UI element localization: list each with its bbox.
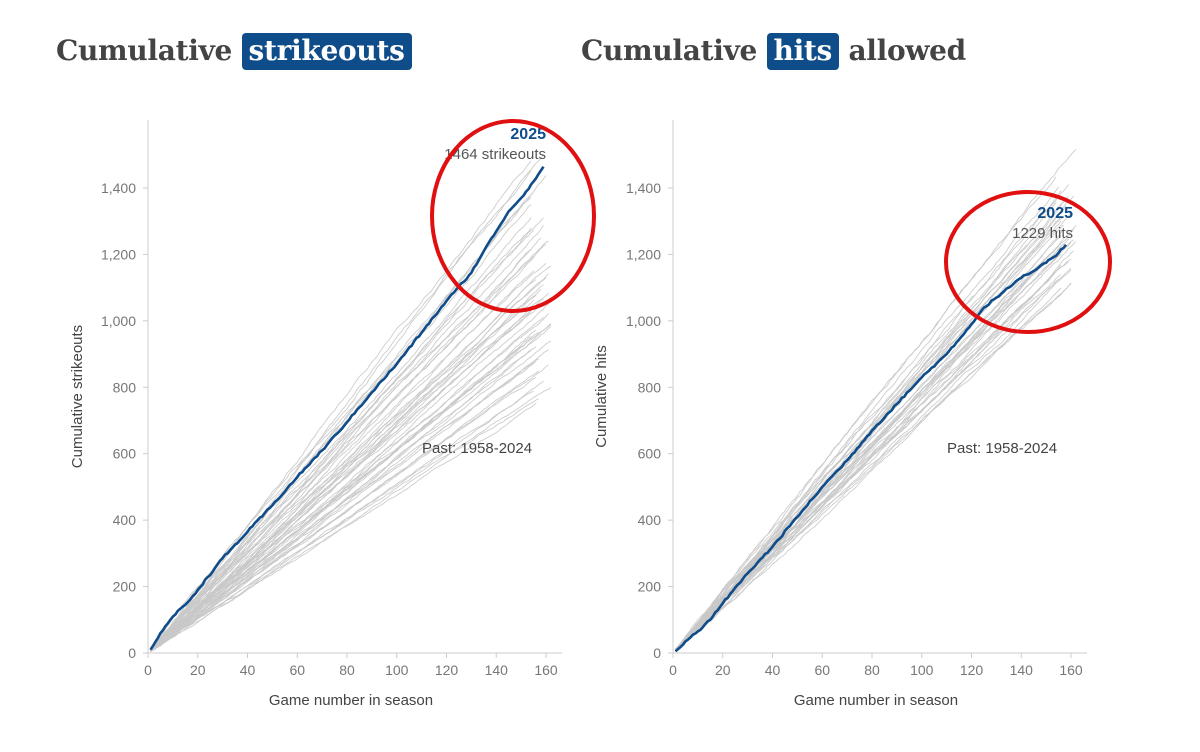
past-season-line bbox=[150, 299, 534, 651]
strikeouts-chart: 0 200 400 600 800 1,000 1,200 1,400 0 20 40 60 80 100… bbox=[69, 119, 596, 709]
x-tick-label: 0 bbox=[669, 662, 677, 678]
y-tick-label: 0 bbox=[653, 645, 661, 661]
past-season-line bbox=[150, 332, 539, 652]
x-tick-label: 20 bbox=[190, 662, 206, 678]
past-season-line bbox=[150, 196, 532, 651]
current-season-line-2025 bbox=[149, 165, 545, 651]
annotation-value: 1229 hits bbox=[1012, 225, 1073, 242]
y-tick-label: 1,000 bbox=[626, 313, 661, 329]
past-season-line bbox=[675, 201, 1064, 650]
past-season-line bbox=[150, 249, 532, 651]
x-tick-label: 60 bbox=[814, 662, 830, 678]
y-tick-label: 800 bbox=[638, 379, 662, 395]
past-season-line bbox=[150, 350, 532, 652]
left-chart-title: Cumulative strikeouts bbox=[56, 33, 412, 70]
past-season-line bbox=[150, 326, 552, 651]
y-tick-label: 200 bbox=[113, 579, 137, 595]
x-axis-label: Game number in season bbox=[269, 692, 433, 709]
past-season-line bbox=[150, 255, 534, 650]
x-tick-label: 140 bbox=[485, 662, 509, 678]
current-season-line-2025 bbox=[674, 243, 1068, 653]
past-seasons-label: Past: 1958-2024 bbox=[422, 440, 532, 457]
past-season-line bbox=[675, 283, 1072, 651]
y-tick-label: 1,200 bbox=[626, 246, 661, 262]
past-season-line bbox=[150, 204, 532, 651]
past-season-line bbox=[150, 310, 532, 652]
x-tick-label: 100 bbox=[910, 662, 934, 678]
past-season-line bbox=[150, 243, 547, 651]
past-season-line bbox=[150, 361, 537, 653]
past-season-line bbox=[150, 229, 534, 650]
past-season-line bbox=[675, 278, 1059, 652]
y-tick-label: 400 bbox=[113, 512, 137, 528]
x-tick-label: 40 bbox=[765, 662, 781, 678]
highlight-circle bbox=[430, 119, 596, 313]
y-tick-label: 800 bbox=[113, 379, 137, 395]
past-seasons-lines bbox=[675, 149, 1077, 652]
right-title-highlight: hits bbox=[766, 33, 840, 70]
past-season-line bbox=[150, 225, 544, 651]
y-tick-label: 1,200 bbox=[101, 246, 136, 262]
y-tick-label: 0 bbox=[128, 645, 136, 661]
past-seasons-label: Past: 1958-2024 bbox=[947, 440, 1057, 457]
y-tick-label: 400 bbox=[638, 512, 662, 528]
hits-chart: 0 200 400 600 800 1,000 1,200 1,400 0 20 40 60 80 100… bbox=[593, 120, 1112, 709]
annotation-value: 1464 strikeouts bbox=[444, 146, 546, 163]
past-season-line bbox=[150, 279, 537, 651]
x-tick-label: 20 bbox=[715, 662, 731, 678]
right-chart-title: Cumulative hits allowed bbox=[581, 33, 966, 70]
past-season-line bbox=[675, 245, 1059, 651]
left-title-highlight: strikeouts bbox=[241, 33, 412, 70]
y-tick-label: 200 bbox=[638, 579, 662, 595]
right-title-prefix: Cumulative bbox=[581, 34, 758, 67]
x-tick-label: 60 bbox=[289, 662, 305, 678]
x-tick-label: 0 bbox=[144, 662, 152, 678]
past-season-line bbox=[150, 317, 544, 652]
y-axis-label: Cumulative hits bbox=[593, 345, 610, 448]
past-season-line bbox=[675, 184, 1069, 651]
past-season-line bbox=[150, 370, 539, 652]
x-tick-label: 140 bbox=[1010, 662, 1034, 678]
annotation-year: 2025 bbox=[510, 126, 546, 143]
past-season-line bbox=[150, 270, 534, 651]
past-season-line bbox=[150, 377, 537, 652]
past-season-line bbox=[150, 346, 537, 652]
y-tick-label: 1,400 bbox=[101, 180, 136, 196]
past-seasons-lines bbox=[150, 154, 552, 653]
past-season-line bbox=[150, 323, 552, 652]
x-tick-label: 40 bbox=[240, 662, 256, 678]
annotation-year: 2025 bbox=[1037, 205, 1073, 222]
past-season-line bbox=[150, 398, 539, 652]
x-tick-label: 160 bbox=[1059, 662, 1083, 678]
right-title-suffix: allowed bbox=[848, 34, 966, 67]
past-season-line bbox=[150, 336, 532, 652]
y-axis-label: Cumulative strikeouts bbox=[69, 325, 86, 468]
y-tick-label: 600 bbox=[638, 446, 662, 462]
x-tick-label: 80 bbox=[339, 662, 355, 678]
past-season-line bbox=[150, 387, 552, 652]
y-tick-label: 600 bbox=[113, 446, 137, 462]
past-season-line bbox=[675, 287, 1062, 651]
highlight-circle bbox=[944, 190, 1112, 334]
x-axis-label: Game number in season bbox=[794, 692, 958, 709]
past-season-line bbox=[675, 176, 1057, 651]
x-tick-label: 80 bbox=[864, 662, 880, 678]
y-tick-label: 1,400 bbox=[626, 180, 661, 196]
x-tick-label: 120 bbox=[435, 662, 459, 678]
past-season-line bbox=[675, 267, 1072, 651]
past-season-line bbox=[150, 329, 537, 651]
past-season-line bbox=[150, 402, 537, 652]
left-title-prefix: Cumulative bbox=[56, 34, 233, 67]
x-tick-label: 160 bbox=[534, 662, 558, 678]
x-tick-label: 120 bbox=[960, 662, 984, 678]
x-tick-label: 100 bbox=[385, 662, 409, 678]
y-tick-label: 1,000 bbox=[101, 313, 136, 329]
